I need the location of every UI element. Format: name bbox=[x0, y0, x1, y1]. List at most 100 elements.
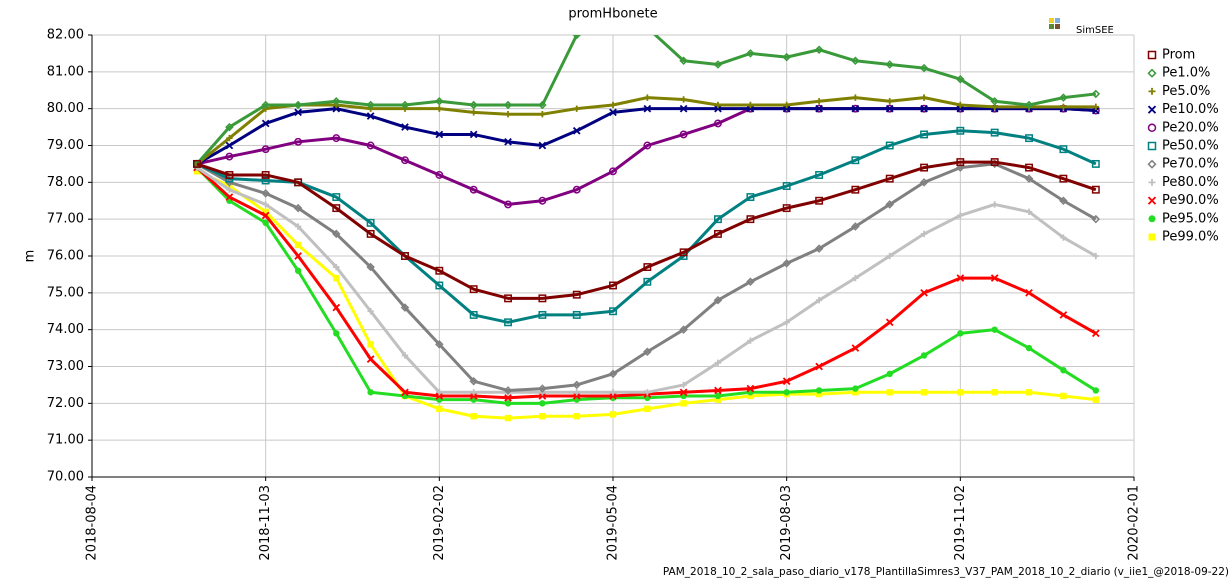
marker bbox=[852, 385, 859, 392]
marker bbox=[991, 389, 998, 396]
marker bbox=[956, 158, 965, 167]
marker bbox=[990, 97, 999, 106]
marker bbox=[226, 134, 233, 142]
y-tick-label: 76.00 bbox=[47, 249, 84, 264]
marker bbox=[679, 248, 688, 257]
legend: Prom Pe1.0% Pe5.0% Pe10.0% Pe20.0% Pe50.0% Pe7… bbox=[1147, 48, 1219, 245]
marker bbox=[261, 211, 270, 220]
marker bbox=[920, 230, 928, 238]
marker bbox=[1025, 344, 1033, 352]
marker bbox=[539, 110, 546, 118]
marker bbox=[1025, 208, 1033, 215]
marker bbox=[746, 193, 755, 202]
marker bbox=[539, 400, 546, 407]
marker bbox=[366, 218, 375, 227]
marker bbox=[679, 130, 688, 139]
marker bbox=[747, 392, 754, 400]
series-line bbox=[196, 107, 1096, 206]
marker bbox=[679, 104, 688, 113]
chart-title: promHbonete bbox=[568, 7, 657, 22]
legend-marker bbox=[1148, 215, 1156, 223]
marker bbox=[643, 141, 652, 150]
marker bbox=[572, 126, 581, 135]
marker bbox=[225, 171, 234, 179]
marker bbox=[1091, 106, 1100, 115]
marker bbox=[1025, 134, 1033, 143]
marker bbox=[435, 171, 444, 179]
marker bbox=[713, 60, 723, 69]
marker bbox=[435, 130, 444, 139]
marker bbox=[852, 274, 859, 282]
marker bbox=[1024, 100, 1034, 110]
marker bbox=[504, 318, 512, 327]
marker bbox=[366, 355, 375, 363]
logo-icon bbox=[1049, 24, 1054, 29]
marker bbox=[815, 390, 823, 398]
series-line bbox=[196, 107, 1096, 166]
marker bbox=[680, 381, 687, 389]
marker bbox=[332, 97, 341, 106]
series-line bbox=[196, 160, 1097, 300]
y-tick-label: 74.00 bbox=[47, 322, 84, 337]
marker bbox=[435, 97, 444, 106]
marker bbox=[1091, 89, 1101, 99]
marker bbox=[714, 359, 722, 367]
marker bbox=[538, 384, 547, 393]
marker bbox=[1092, 252, 1100, 260]
y-tick-label: 73.00 bbox=[47, 359, 84, 374]
marker bbox=[782, 259, 791, 268]
marker bbox=[538, 196, 547, 205]
marker bbox=[504, 200, 512, 209]
marker bbox=[714, 392, 722, 400]
marker bbox=[294, 223, 302, 230]
legend-marker bbox=[1147, 50, 1157, 60]
legend-marker bbox=[1148, 178, 1156, 186]
marker bbox=[886, 252, 893, 260]
series-line bbox=[196, 129, 1097, 324]
marker bbox=[609, 167, 617, 176]
marker bbox=[956, 126, 965, 135]
marker bbox=[294, 178, 303, 187]
marker bbox=[851, 185, 860, 194]
marker bbox=[333, 263, 340, 271]
marker bbox=[262, 208, 269, 215]
marker bbox=[609, 108, 617, 117]
marker bbox=[886, 389, 893, 396]
marker bbox=[504, 414, 512, 422]
marker bbox=[294, 108, 302, 117]
marker bbox=[572, 310, 581, 319]
marker bbox=[1092, 387, 1100, 394]
marker bbox=[746, 49, 755, 58]
marker bbox=[644, 24, 650, 30]
marker bbox=[746, 104, 755, 113]
marker bbox=[851, 344, 860, 352]
marker bbox=[400, 100, 410, 110]
marker bbox=[609, 281, 617, 290]
marker bbox=[261, 100, 270, 110]
marker bbox=[782, 377, 791, 386]
marker bbox=[436, 105, 443, 112]
marker bbox=[261, 176, 270, 185]
marker bbox=[956, 274, 965, 282]
marker bbox=[746, 215, 755, 224]
marker bbox=[885, 104, 894, 113]
marker bbox=[504, 137, 512, 146]
marker bbox=[366, 100, 375, 110]
marker bbox=[333, 330, 340, 337]
marker bbox=[538, 294, 547, 303]
marker bbox=[608, 369, 618, 379]
marker bbox=[957, 101, 964, 109]
legend-label: Pe99.0% bbox=[1162, 230, 1219, 245]
marker bbox=[714, 119, 722, 128]
marker bbox=[572, 380, 582, 390]
y-tick-label: 70.00 bbox=[47, 470, 84, 485]
marker bbox=[990, 274, 999, 282]
marker bbox=[782, 204, 791, 213]
marker bbox=[747, 101, 754, 109]
footer: PAM_2018_10_2_sala_paso_diario_v178_Plan… bbox=[663, 566, 1229, 578]
x-tick-label: 2018-08-04 bbox=[85, 485, 100, 561]
marker bbox=[1091, 185, 1100, 194]
y-tick-label: 80.00 bbox=[47, 101, 84, 116]
marker bbox=[609, 389, 617, 396]
marker bbox=[851, 56, 860, 66]
